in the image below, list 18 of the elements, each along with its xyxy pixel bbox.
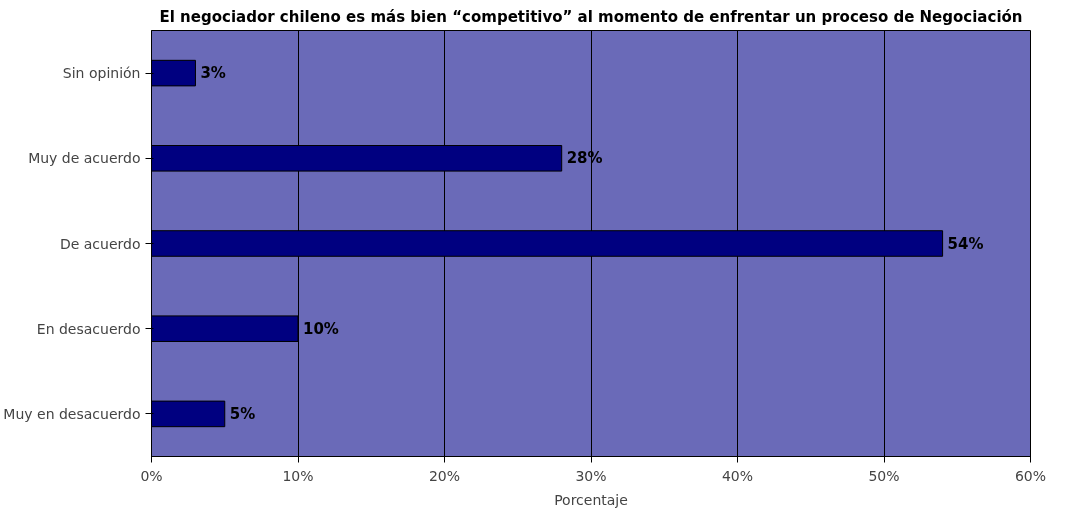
data-label: 3% [200,64,226,83]
data-label: 10% [303,319,339,338]
data-label: 5% [229,404,256,423]
y-tick-label: Sin opinión [62,65,141,82]
x-tick-label: 30% [575,467,607,484]
y-tick-label: Muy en desacuerdo [3,405,141,422]
chart-title: El negociador chileno es más bien “competitivo” al momento de enfrentar un proceso de Negociación [159,7,1023,26]
data-label: 54% [947,234,984,253]
x-tick-label: 10% [282,467,314,484]
x-tick-label: 20% [428,467,461,484]
y-tick-label: Muy de acuerdo [28,150,141,167]
y-tick-label: De acuerdo [59,235,141,252]
x-tick-label: 0% [140,467,163,484]
y-tick-label: En desacuerdo [36,320,141,337]
x-tick-label: 60% [1014,467,1047,484]
x-axis-title: Porcentaje [554,491,628,508]
x-tick-label: 40% [721,467,754,484]
x-tick-label: 50% [868,467,900,484]
